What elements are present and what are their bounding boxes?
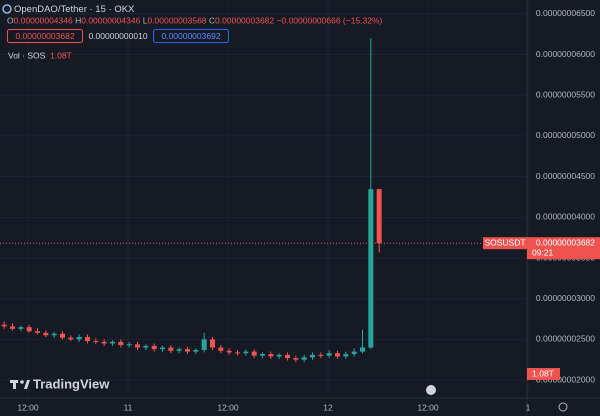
candle-body <box>193 349 199 352</box>
candle-body <box>60 333 65 338</box>
sell-button[interactable] <box>7 29 83 43</box>
candle-body <box>151 345 157 350</box>
y-tick-label: 0.00000004000 <box>536 212 595 222</box>
last-price-tag <box>527 237 600 260</box>
label: H <box>75 16 81 26</box>
candle-body <box>168 347 174 351</box>
y-tick-label: 0.00000005500 <box>536 89 595 99</box>
candle-body <box>226 350 232 353</box>
x-tick-label: 12:00 <box>417 402 439 412</box>
candle-body <box>1 324 7 327</box>
event-icon[interactable] <box>426 385 436 395</box>
candle-body <box>93 341 99 343</box>
candle-body <box>376 189 382 244</box>
symbol-icon <box>2 4 12 14</box>
symbol-label: SOSUSDT <box>484 237 525 247</box>
candle-body <box>301 357 307 360</box>
label: C <box>209 16 215 26</box>
chart-title: OpenDAO/Tether · 15 · OKX <box>14 4 135 15</box>
candle-body <box>85 336 90 342</box>
candle-body <box>335 353 340 357</box>
value: 0.00000004346 <box>81 16 140 26</box>
y-tick-label: 0.00000005000 <box>536 130 595 140</box>
candle-body <box>35 331 40 333</box>
buy-button[interactable] <box>153 29 229 43</box>
volume-tag <box>527 368 560 380</box>
x-tick-label: 12 <box>323 402 333 412</box>
volume-value: 1.08T <box>50 50 72 60</box>
candle-body <box>368 189 374 348</box>
y-tick-label: 0.00000002500 <box>536 334 595 344</box>
candle-body <box>318 354 324 356</box>
last-price-label: 0.00000003682 <box>536 237 595 247</box>
clock-icon[interactable] <box>558 402 568 412</box>
value: 0.00000003682 <box>215 16 274 26</box>
candles <box>0 38 527 363</box>
value: 0.00000004346 <box>14 16 73 26</box>
candle-body <box>43 332 49 336</box>
ohlc-legend: O0.00000004346 H0.00000004346 L0.0000000… <box>7 16 383 26</box>
candle-body <box>210 339 215 348</box>
candle-body <box>351 351 357 355</box>
label: L <box>143 16 148 26</box>
candle-body <box>18 327 24 329</box>
axes: 0.00000002000 0.00000002500 0.00000003000 0… <box>17 8 600 412</box>
candle-body <box>160 347 165 350</box>
candle-body <box>243 351 249 354</box>
candle-body <box>285 354 290 359</box>
candle-body <box>51 333 57 336</box>
candle-body <box>235 352 240 354</box>
candle-body <box>110 341 115 344</box>
y-tick-label: 0.00000002000 <box>536 374 595 384</box>
candle-body <box>201 339 207 350</box>
spread: 0.00000000010 <box>88 31 147 41</box>
candle-body <box>260 354 265 356</box>
y-tick-label: 0.00000004500 <box>536 171 595 181</box>
y-tick-label: 0.00000006000 <box>536 49 595 59</box>
x-tick-label: 12:00 <box>217 402 239 412</box>
x-tick-label: 1 <box>526 402 531 412</box>
grid <box>0 0 529 398</box>
candle-body <box>360 347 365 352</box>
candle-body <box>326 353 332 356</box>
candle-body <box>10 326 15 329</box>
candle-body <box>276 354 282 357</box>
candle-body <box>218 347 224 351</box>
candle-body <box>343 354 349 357</box>
candle-body <box>135 344 140 348</box>
candle-body <box>101 341 107 344</box>
y-tick-label: 0.00000006500 <box>536 8 595 18</box>
candle-body <box>176 349 182 351</box>
sell-price[interactable]: 0.00000003682 <box>15 31 74 41</box>
y-tick-label: 0.00000003000 <box>536 293 595 303</box>
x-tick-label: 12:00 <box>17 402 39 412</box>
candle-body <box>268 354 274 357</box>
logo <box>10 380 30 389</box>
change: −0.00000000666 (−15.32%) <box>277 16 383 26</box>
candle-body <box>310 354 315 358</box>
candle-body <box>251 351 257 356</box>
candle-body <box>76 336 82 340</box>
candle-body <box>68 337 74 340</box>
watermark: TradingView <box>33 376 110 391</box>
value: 0.00000003568 <box>147 16 206 26</box>
candle-body <box>118 341 124 346</box>
symbol-tag <box>483 237 527 250</box>
countdown: 09:21 <box>532 247 554 257</box>
candle-body <box>126 344 132 346</box>
volume-label: Vol · SOS <box>8 50 46 60</box>
buy-price[interactable]: 0.00000003692 <box>161 31 220 41</box>
candle-body <box>185 349 190 352</box>
volume-axis-label: 1.08T <box>532 368 554 378</box>
candle-body <box>26 327 32 332</box>
label: O <box>7 16 14 26</box>
x-tick-label: 11 <box>124 402 133 412</box>
candle-body <box>293 358 299 360</box>
candle-body <box>143 345 149 348</box>
